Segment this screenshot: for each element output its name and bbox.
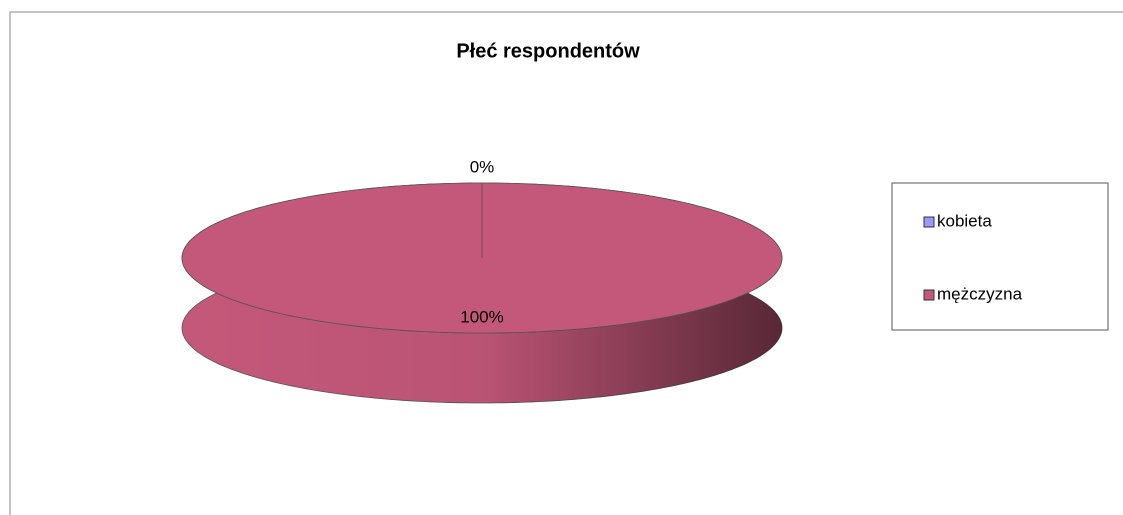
data-label: 100% bbox=[460, 307, 503, 326]
legend-label: kobieta bbox=[937, 211, 992, 230]
legend-marker bbox=[923, 216, 935, 228]
legend-box bbox=[891, 182, 1109, 331]
chart-title: Płeć respondentów bbox=[456, 40, 640, 62]
legend-label: mężczyzna bbox=[937, 284, 1023, 303]
chart-frame bbox=[9, 11, 1123, 515]
pie-slice bbox=[181, 182, 783, 334]
data-label: 0% bbox=[470, 157, 495, 176]
legend-marker bbox=[923, 289, 935, 301]
